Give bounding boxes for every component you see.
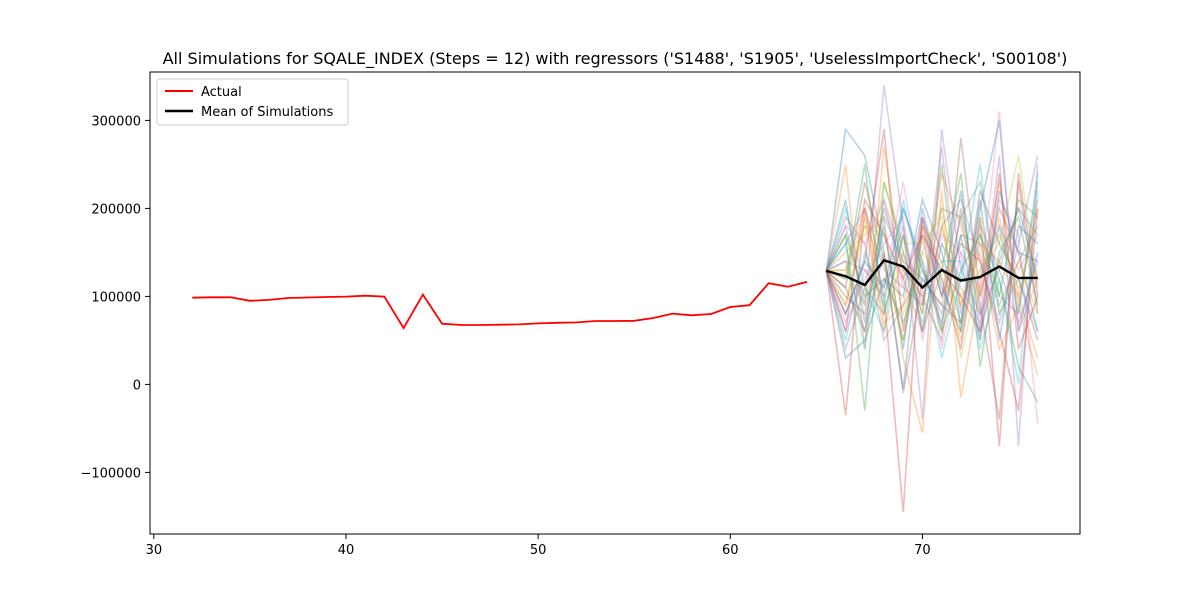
simulation-line-12 [825,181,1039,433]
x-tick-label-60: 60 [722,543,739,558]
x-tick-label-70: 70 [914,543,931,558]
actual-series-line [192,281,808,330]
simulation-line-1 [825,127,1039,389]
simulation-line-21 [825,199,1039,350]
y-tick-label-300000: 300000 [91,114,141,129]
mean-series-line [826,258,1038,290]
simulation-line-26 [825,190,1039,394]
legend-mean-label: Mean of Simulations [201,105,333,120]
simulation-line-8 [826,179,1039,332]
simulation-line-16 [825,181,1039,420]
simulation-line-13 [826,164,1039,367]
simulation-line-30 [825,173,1039,350]
simulation-line-11 [825,120,1039,360]
x-tick-label-50: 50 [530,543,547,558]
y-tick-label-0: 0 [133,378,141,393]
legend: Actual Mean of Simulations [156,78,349,126]
simulation-line-28 [825,206,1039,353]
simulation-lines [825,85,1039,513]
chart-title: All Simulations for SQALE_INDEX (Steps =… [163,49,1068,69]
y-axis: −100000 0 100000 200000 300000 [80,114,150,481]
simulation-line-9 [825,155,1039,317]
simulation-line-27 [825,111,1039,350]
y-tick-label--100000: −100000 [80,466,141,481]
x-tick-label-30: 30 [146,543,163,558]
simulation-line-4 [825,173,1039,513]
simulation-line-3 [825,164,1039,411]
simulation-line-17 [825,197,1039,425]
y-tick-label-200000: 200000 [91,202,141,217]
legend-actual-label: Actual [201,85,242,100]
simulation-line-20 [825,190,1039,385]
legend-box [156,78,349,126]
simulation-line-18 [825,215,1039,343]
x-tick-label-40: 40 [338,543,355,558]
x-axis: 30 40 50 60 70 [146,534,931,558]
simulation-line-7 [825,181,1039,341]
simulation-line-14 [825,129,1039,411]
y-tick-label-100000: 100000 [91,290,141,305]
data-lines [192,258,1038,330]
simulation-line-29 [826,217,1039,341]
simulation-line-6 [825,137,1039,341]
simulation-line-15 [825,146,1039,326]
simulation-line-31 [825,190,1039,341]
simulation-line-10 [825,164,1039,359]
plot-frame [149,71,1081,535]
simulation-line-23 [825,198,1039,335]
simulation-line-5 [825,85,1039,447]
simulation-line-24 [825,173,1039,350]
simulation-line-19 [826,181,1039,359]
simulation-line-22 [825,172,1039,376]
